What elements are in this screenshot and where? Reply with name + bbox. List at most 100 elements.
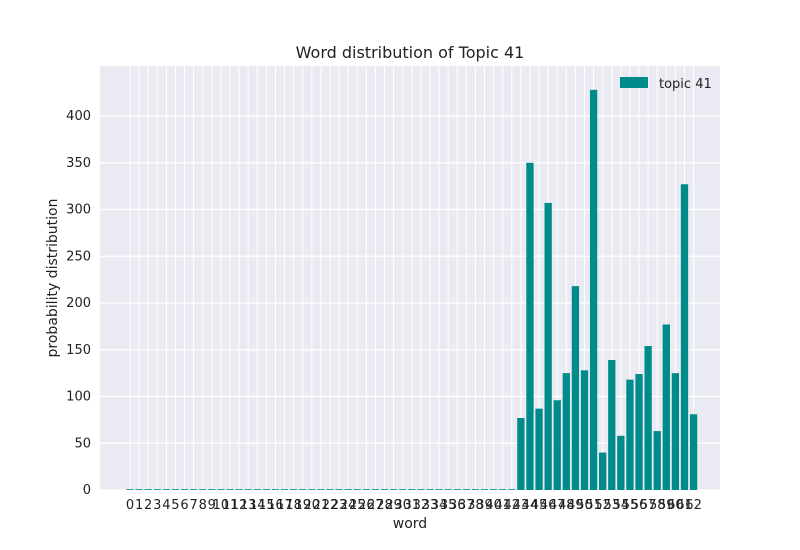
bar xyxy=(208,489,216,490)
bar xyxy=(589,89,598,490)
x-tick-label: 22 xyxy=(322,498,339,513)
bar xyxy=(353,489,361,490)
bar xyxy=(362,489,370,490)
x-tick-label: 42 xyxy=(504,498,521,513)
x-tick-label: 28 xyxy=(376,498,393,513)
x-tick-label: 7 xyxy=(189,498,197,513)
x-tick-label: 6 xyxy=(180,498,188,513)
x-tick-label: 54 xyxy=(613,498,630,513)
x-axis-label: word xyxy=(393,516,427,532)
x-tick-label: 37 xyxy=(458,498,475,513)
y-tick-labels: 0 50 100 150 200 250 300 350 400 xyxy=(66,109,91,498)
bar xyxy=(126,489,134,490)
bar xyxy=(371,489,380,490)
legend: topic 41 xyxy=(620,77,712,92)
x-tick-label: 32 xyxy=(413,498,430,513)
x-tick-label: 39 xyxy=(476,498,493,513)
x-tick-label: 10 xyxy=(213,498,230,513)
x-tick-label: 34 xyxy=(431,498,448,513)
x-tick-label: 16 xyxy=(267,498,284,513)
x-tick-label: 24 xyxy=(340,498,357,513)
x-tick-label: 60 xyxy=(667,498,684,513)
x-tick-label: 8 xyxy=(199,498,207,513)
x-tick-label: 31 xyxy=(404,498,421,513)
x-tick-label: 62 xyxy=(685,498,702,513)
bar xyxy=(689,414,698,490)
bar xyxy=(417,489,425,490)
bar xyxy=(308,489,316,490)
bar xyxy=(571,286,580,490)
x-tick-label: 46 xyxy=(540,498,557,513)
bar xyxy=(671,373,680,490)
bar xyxy=(471,489,480,490)
bar xyxy=(508,489,516,490)
x-tick-label: 55 xyxy=(622,498,639,513)
bar xyxy=(680,184,689,490)
bar xyxy=(480,489,489,490)
bar xyxy=(217,489,225,490)
x-tick-label: 33 xyxy=(422,498,439,513)
legend-swatch xyxy=(620,77,648,88)
x-tick-label: 18 xyxy=(285,498,302,513)
bar xyxy=(317,489,325,490)
plot-area xyxy=(100,66,720,490)
x-tick-label: 27 xyxy=(367,498,384,513)
x-tick-label: 15 xyxy=(258,498,275,513)
bar xyxy=(199,489,207,490)
x-tick-label: 30 xyxy=(394,498,411,513)
bar xyxy=(171,489,180,490)
y-tick-label: 250 xyxy=(66,249,91,264)
bar xyxy=(299,489,307,490)
bar xyxy=(289,489,298,490)
bar xyxy=(180,489,189,490)
x-tick-label: 14 xyxy=(249,498,266,513)
x-tick-label: 12 xyxy=(231,498,248,513)
x-tick-label: 4 xyxy=(162,498,170,513)
x-tick-label: 23 xyxy=(331,498,348,513)
bar xyxy=(262,489,270,490)
x-tick-label: 50 xyxy=(576,498,593,513)
bar xyxy=(399,489,407,490)
x-tick-label: 38 xyxy=(467,498,484,513)
y-tick-label: 300 xyxy=(66,203,91,218)
x-tick-label: 59 xyxy=(658,498,675,513)
bar xyxy=(135,489,143,490)
bar xyxy=(580,370,589,490)
x-tick-label: 26 xyxy=(358,498,375,513)
bar xyxy=(253,489,261,490)
bar xyxy=(599,452,607,490)
bar xyxy=(562,373,570,490)
x-tick-label: 36 xyxy=(449,498,466,513)
x-tick-label: 58 xyxy=(649,498,666,513)
bar xyxy=(462,489,470,490)
x-tick-label: 47 xyxy=(549,498,566,513)
grid-lines xyxy=(100,66,720,491)
y-tick-label: 100 xyxy=(66,390,91,405)
bar xyxy=(226,489,234,490)
bar xyxy=(153,489,161,490)
bar xyxy=(244,489,252,490)
bar xyxy=(526,162,534,490)
y-tick-label: 150 xyxy=(66,343,91,358)
x-tick-labels: 0 1 2 3 4 5 6 7 8 9101112131415161718192021222324… xyxy=(126,498,702,513)
x-tick-label: 21 xyxy=(313,498,330,513)
bar xyxy=(499,489,507,490)
bar xyxy=(144,489,152,490)
bar xyxy=(326,489,334,490)
y-tick-label: 0 xyxy=(83,483,91,498)
x-tick-label: 45 xyxy=(531,498,548,513)
x-tick-label: 51 xyxy=(585,498,602,513)
bar xyxy=(617,435,625,490)
x-tick-label: 13 xyxy=(240,498,257,513)
bar xyxy=(344,489,352,490)
bar xyxy=(235,489,243,490)
x-tick-label: 11 xyxy=(222,498,239,513)
legend-label: topic 41 xyxy=(659,77,712,92)
y-tick-label: 50 xyxy=(74,436,91,451)
x-tick-label: 43 xyxy=(513,498,530,513)
bar xyxy=(626,379,634,490)
bar xyxy=(271,489,280,490)
x-tick-label: 17 xyxy=(276,498,293,513)
x-tick-label: 29 xyxy=(385,498,402,513)
